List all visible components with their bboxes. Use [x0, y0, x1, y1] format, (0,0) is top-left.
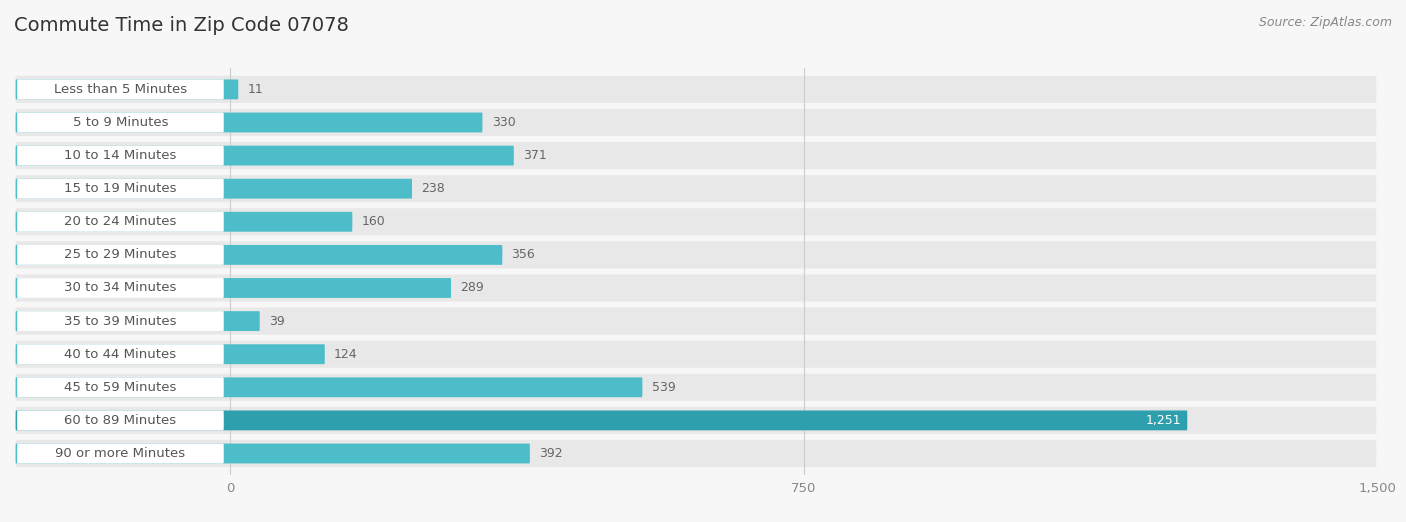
Text: 35 to 39 Minutes: 35 to 39 Minutes [65, 315, 177, 328]
FancyBboxPatch shape [15, 307, 1376, 335]
FancyBboxPatch shape [15, 275, 1376, 302]
FancyBboxPatch shape [15, 444, 530, 464]
Text: 371: 371 [523, 149, 547, 162]
FancyBboxPatch shape [17, 212, 224, 232]
FancyBboxPatch shape [15, 208, 1376, 235]
Text: 330: 330 [492, 116, 516, 129]
FancyBboxPatch shape [15, 377, 643, 397]
Text: Less than 5 Minutes: Less than 5 Minutes [53, 83, 187, 96]
Text: 356: 356 [512, 248, 536, 262]
Text: 40 to 44 Minutes: 40 to 44 Minutes [65, 348, 177, 361]
FancyBboxPatch shape [15, 179, 412, 198]
FancyBboxPatch shape [17, 113, 224, 133]
Text: 11: 11 [247, 83, 263, 96]
FancyBboxPatch shape [17, 377, 224, 397]
Text: 238: 238 [422, 182, 444, 195]
FancyBboxPatch shape [15, 440, 1376, 467]
Text: 20 to 24 Minutes: 20 to 24 Minutes [65, 215, 177, 228]
Text: 539: 539 [651, 381, 675, 394]
FancyBboxPatch shape [15, 311, 260, 331]
FancyBboxPatch shape [17, 410, 224, 430]
Text: 39: 39 [269, 315, 284, 328]
FancyBboxPatch shape [15, 407, 1376, 434]
Text: 10 to 14 Minutes: 10 to 14 Minutes [65, 149, 177, 162]
FancyBboxPatch shape [17, 444, 224, 464]
FancyBboxPatch shape [15, 146, 513, 165]
FancyBboxPatch shape [15, 245, 502, 265]
Text: Source: ZipAtlas.com: Source: ZipAtlas.com [1258, 16, 1392, 29]
Text: 289: 289 [460, 281, 484, 294]
Text: 15 to 19 Minutes: 15 to 19 Minutes [65, 182, 177, 195]
FancyBboxPatch shape [15, 341, 1376, 368]
FancyBboxPatch shape [17, 179, 224, 198]
Text: 60 to 89 Minutes: 60 to 89 Minutes [65, 414, 177, 427]
Text: 392: 392 [538, 447, 562, 460]
FancyBboxPatch shape [17, 345, 224, 364]
FancyBboxPatch shape [17, 278, 224, 298]
FancyBboxPatch shape [17, 79, 224, 99]
FancyBboxPatch shape [15, 278, 451, 298]
FancyBboxPatch shape [17, 245, 224, 265]
FancyBboxPatch shape [15, 79, 238, 99]
Text: 5 to 9 Minutes: 5 to 9 Minutes [73, 116, 169, 129]
Text: 1,251: 1,251 [1146, 414, 1181, 427]
FancyBboxPatch shape [15, 142, 1376, 169]
FancyBboxPatch shape [15, 109, 1376, 136]
FancyBboxPatch shape [15, 76, 1376, 103]
FancyBboxPatch shape [15, 241, 1376, 268]
Text: 90 or more Minutes: 90 or more Minutes [55, 447, 186, 460]
FancyBboxPatch shape [15, 410, 1187, 430]
FancyBboxPatch shape [17, 311, 224, 331]
Text: 160: 160 [361, 215, 385, 228]
FancyBboxPatch shape [15, 175, 1376, 202]
FancyBboxPatch shape [17, 146, 224, 165]
Text: 25 to 29 Minutes: 25 to 29 Minutes [65, 248, 177, 262]
Text: 45 to 59 Minutes: 45 to 59 Minutes [65, 381, 177, 394]
FancyBboxPatch shape [15, 374, 1376, 401]
Text: 30 to 34 Minutes: 30 to 34 Minutes [65, 281, 177, 294]
FancyBboxPatch shape [15, 345, 325, 364]
Text: 124: 124 [335, 348, 357, 361]
FancyBboxPatch shape [15, 113, 482, 133]
Text: Commute Time in Zip Code 07078: Commute Time in Zip Code 07078 [14, 16, 349, 34]
FancyBboxPatch shape [15, 212, 353, 232]
